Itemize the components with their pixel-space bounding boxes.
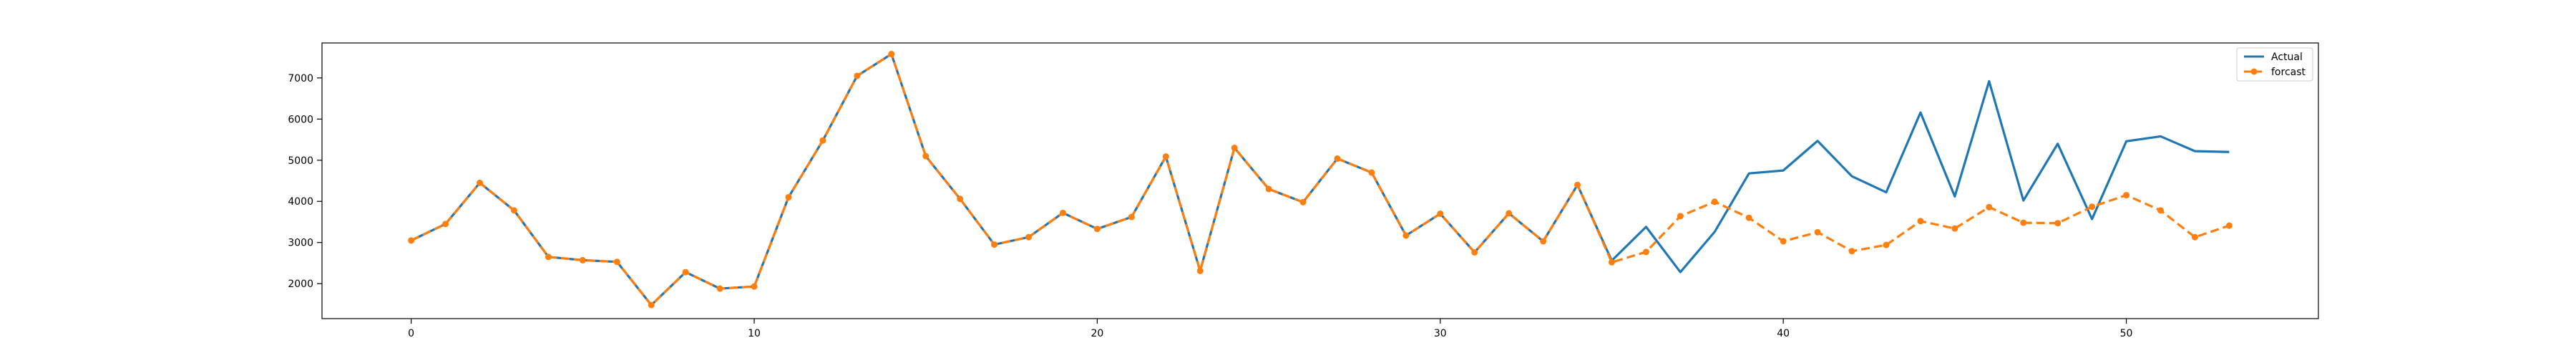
x-tick-label: 40 <box>1777 328 1790 339</box>
data-point-forcast <box>1402 232 1410 239</box>
series-line-actual <box>410 52 2230 306</box>
data-point-forcast <box>1025 233 1033 241</box>
plot-frame <box>321 42 2319 319</box>
legend-label-actual: Actual <box>2271 52 2303 63</box>
y-tick-label: 3000 <box>288 238 313 249</box>
data-point-forcast <box>1917 218 1924 225</box>
legend: Actual forcast <box>2236 47 2313 82</box>
data-point-forcast <box>1059 209 1066 216</box>
y-tick-label: 4000 <box>288 196 313 208</box>
data-point-forcast <box>1608 258 1615 266</box>
data-point-forcast <box>1506 210 1513 217</box>
legend-label-forcast: forcast <box>2271 67 2306 78</box>
data-point-forcast <box>1642 248 1649 256</box>
data-point-forcast <box>854 72 861 79</box>
data-point-forcast <box>545 253 552 261</box>
data-point-forcast <box>1093 226 1101 233</box>
data-point-forcast <box>1780 238 1787 245</box>
data-point-forcast <box>819 137 826 144</box>
data-point-forcast <box>1437 210 1444 217</box>
data-point-forcast <box>1471 248 1478 256</box>
data-point-forcast <box>648 301 655 309</box>
data-point-forcast <box>957 195 964 203</box>
data-point-forcast <box>1162 153 1169 160</box>
data-point-forcast <box>1951 225 1958 232</box>
y-tick-label: 6000 <box>288 114 313 125</box>
data-point-forcast <box>991 241 998 248</box>
data-point-forcast <box>2157 207 2164 214</box>
x-tick-label: 20 <box>1091 328 1103 339</box>
x-axis: 0 10 20 30 40 50 <box>408 319 2132 339</box>
y-tick-label: 2000 <box>288 279 313 290</box>
data-point-forcast <box>1334 155 1341 162</box>
data-point-forcast <box>613 258 620 266</box>
data-point-forcast <box>2123 192 2130 199</box>
data-point-forcast <box>922 153 930 160</box>
data-point-forcast <box>1814 228 1821 236</box>
data-point-forcast <box>477 179 484 186</box>
series-layer <box>408 51 2233 309</box>
data-point-forcast <box>1711 198 1718 205</box>
x-tick-label: 10 <box>748 328 761 339</box>
data-point-forcast <box>682 268 689 276</box>
data-point-forcast <box>1128 213 1135 221</box>
data-point-forcast <box>1196 267 1204 274</box>
data-point-forcast <box>2020 219 2027 226</box>
data-point-forcast <box>1986 203 1993 211</box>
legend-marker-forcast <box>2250 68 2258 75</box>
data-point-forcast <box>2089 203 2096 211</box>
data-point-forcast <box>1231 145 1238 152</box>
x-tick-label: 50 <box>2120 328 2133 339</box>
data-point-forcast <box>888 51 895 58</box>
data-point-forcast <box>579 256 586 263</box>
data-point-forcast <box>2054 220 2062 227</box>
data-point-forcast <box>1677 213 1684 220</box>
data-point-forcast <box>1745 214 1752 221</box>
data-point-forcast <box>2225 222 2233 229</box>
data-point-forcast <box>442 221 449 228</box>
data-point-forcast <box>1574 181 1581 188</box>
data-point-forcast <box>2191 233 2198 241</box>
data-point-forcast <box>1883 241 1890 248</box>
x-tick-label: 30 <box>1434 328 1447 339</box>
y-axis: 2000 3000 4000 5000 6000 7000 <box>288 73 322 290</box>
data-point-forcast <box>1540 238 1547 245</box>
data-point-forcast <box>716 285 723 292</box>
data-point-forcast <box>1265 185 1272 193</box>
data-point-forcast <box>1848 248 1855 255</box>
data-point-forcast <box>408 237 415 244</box>
data-point-forcast <box>785 193 792 200</box>
x-tick-label: 0 <box>408 328 414 339</box>
data-point-forcast <box>1299 198 1307 205</box>
data-point-forcast <box>751 283 758 290</box>
data-point-forcast <box>510 207 517 214</box>
data-point-forcast <box>1368 169 1375 176</box>
y-tick-label: 5000 <box>288 155 313 167</box>
y-tick-label: 7000 <box>288 73 313 84</box>
